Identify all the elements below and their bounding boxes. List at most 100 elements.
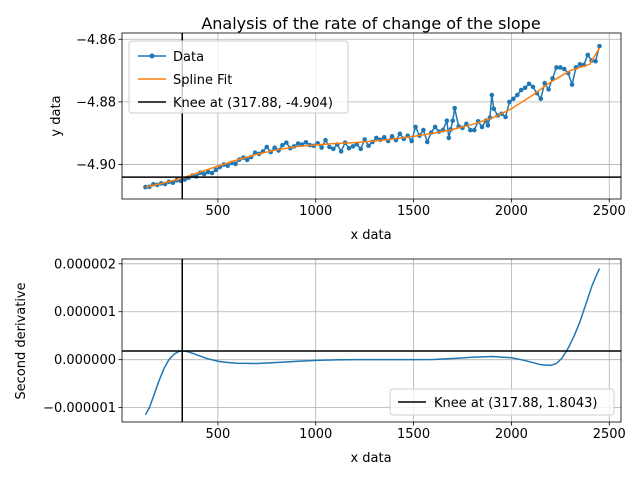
x-tick-label: 2000 [495,427,528,442]
data-point [585,52,591,58]
data-point [471,127,477,133]
legend-box [128,40,349,114]
data-point [284,140,289,145]
data-point [225,163,230,169]
y-tick-label: −4.86 [76,33,116,48]
data-point [366,143,371,149]
data-point [554,65,559,70]
y-tick-label: −4.90 [76,158,116,173]
x-tick-label: 2000 [495,204,528,219]
data-point [319,145,324,150]
legend-label-spline-fit: Spline Fit [173,73,232,88]
legend-marker-data [149,53,155,59]
data-point [485,123,491,128]
data-point [489,92,495,98]
data-point [264,144,270,150]
y-tick-label: 0.000002 [54,257,116,272]
data-point [558,65,563,70]
x-tick-label: 1500 [397,204,430,219]
axis-ticks: 500 1000 1500 2000 2500 −4.90 −4.88 −4.86 [76,33,626,219]
legend-box [389,388,615,416]
data-point [577,62,583,67]
data-point [201,171,207,177]
data-point [511,96,516,102]
x-tick-label: 2500 [593,427,626,442]
data-point [374,135,379,141]
data-point [421,127,426,133]
grid [122,33,621,199]
data-point [244,157,250,163]
y-axis-label: Second derivative [14,282,29,399]
y-tick-label: −0.000001 [43,401,116,416]
data-point [546,87,551,92]
plot-area [122,33,621,199]
data-point [205,169,211,175]
legend-label-knee: Knee at (317.88, 1.8043) [434,396,597,411]
data-point [561,66,567,72]
axis-ticks: 500 1000 1500 2000 2500 −0.000001 0.000000 0.00… [43,257,626,442]
x-tick-label: 1000 [299,204,332,219]
bottom-chart: 500 1000 1500 2000 2500 −0.000001 0.000000 0.00… [14,257,626,466]
data-point [452,105,457,111]
data-point [327,144,332,150]
data-point [479,124,485,130]
data-point [526,81,532,87]
axes-frame [121,258,622,423]
data-point [362,137,367,142]
data-point [358,146,364,152]
x-tick-label: 1500 [397,427,430,442]
data-point [233,161,238,167]
data-point [518,87,524,93]
data-point [413,124,418,130]
data-point [280,142,285,148]
y-tick-label: −4.88 [76,95,116,110]
series-line-spline-fit [145,47,601,188]
data-point [507,99,512,105]
data-point [389,134,395,139]
data-point [569,82,575,87]
y-tick-label: 0.000000 [54,353,116,368]
legend: Data Spline Fit Knee at (317.88, -4.904) [128,40,349,114]
data-point [303,140,309,145]
data-point [593,58,598,64]
data-point [514,92,520,98]
data-point [468,127,473,133]
data-point [397,131,403,137]
x-tick-label: 500 [205,427,230,442]
data-point [446,135,452,141]
x-axis-label: x data [350,228,391,243]
data-point [323,137,328,143]
data-point [209,170,215,176]
data-point [530,84,536,90]
x-tick-label: 2500 [593,204,626,219]
data-point [503,114,508,120]
y-axis-label: y data [49,95,64,136]
chart-title: Analysis of the rate of change of the sl… [201,14,540,33]
data-point [432,124,438,130]
data-point [295,141,301,146]
legend: Knee at (317.88, 1.8043) [389,388,615,416]
axes-frame [121,32,622,200]
data-point [338,149,344,154]
data-point [522,85,528,91]
data-point [597,43,602,49]
legend-label-data: Data [173,50,204,65]
data-point [350,144,356,149]
data-point [491,106,497,112]
data-point [381,135,387,140]
y-tick-label: 0.000001 [54,305,116,320]
data-point [213,167,219,173]
data-point [346,145,352,151]
data-point [424,139,430,145]
top-chart: Analysis of the rate of change of the sl… [49,14,626,243]
data-point [542,80,547,86]
data-point [538,96,544,102]
plot-area [122,259,621,422]
data-point [331,146,336,152]
data-point [444,118,450,123]
data-point [409,138,414,144]
data-point [450,118,456,123]
x-tick-label: 1000 [299,427,332,442]
x-axis-label: x data [350,451,391,466]
